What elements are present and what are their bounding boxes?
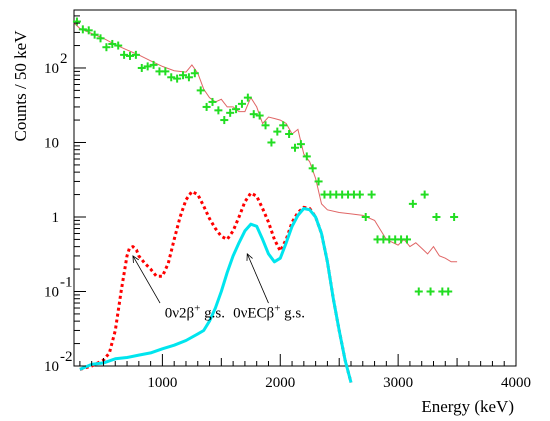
y-tick-label: 10: [44, 359, 59, 375]
y-axis-label: Counts / 50 keV: [11, 30, 30, 142]
data-point: [220, 116, 229, 125]
annotation-arrowhead: [132, 255, 139, 263]
data-point: [285, 129, 294, 138]
data-point: [190, 69, 199, 78]
data-point: [308, 164, 317, 173]
x-tick-label: 2000: [265, 375, 295, 391]
data-point: [355, 190, 364, 199]
x-tick-label: 4000: [501, 375, 531, 391]
data-point: [208, 97, 217, 106]
data-point: [291, 143, 299, 152]
data-point: [267, 138, 276, 147]
background-model-curve: [73, 22, 458, 263]
data-point: [279, 121, 288, 130]
data-point: [108, 39, 117, 48]
data-point: [426, 287, 435, 296]
data-point: [173, 74, 182, 83]
data-point: [214, 106, 223, 115]
data-point: [402, 235, 411, 244]
data-point: [296, 140, 305, 149]
data-point: [72, 17, 81, 26]
data-point: [131, 50, 140, 59]
annotation-arrow: [132, 255, 161, 304]
y-tick-exponent: -2: [60, 349, 73, 365]
data-point: [125, 51, 134, 60]
data-point: [237, 99, 246, 108]
series-0vecb-curve: [79, 207, 353, 383]
data-point: [137, 63, 146, 72]
data-point: [408, 199, 417, 208]
data-point: [196, 86, 205, 95]
data-point: [184, 73, 193, 82]
data-point: [167, 73, 176, 82]
data-point: [361, 212, 370, 221]
data-point: [179, 71, 188, 80]
annotation-arrow: [246, 253, 269, 304]
annotation-0vecb-label: 0νECβ+ g.s.: [233, 302, 305, 321]
plot-frame: [73, 9, 517, 367]
data-point: [367, 190, 376, 199]
x-axis-label: Energy (keV): [421, 397, 514, 416]
data-point: [444, 287, 453, 296]
y-tick-exponent: -1: [60, 274, 73, 290]
data-point: [96, 34, 105, 43]
data-point: [84, 26, 93, 35]
data-point: [432, 212, 441, 221]
y-tick-label: 1: [52, 210, 60, 226]
data-point: [414, 287, 423, 296]
data-point: [226, 108, 235, 117]
series-0v2b-curve: [79, 190, 353, 383]
data-point: [232, 105, 241, 114]
data-point: [314, 177, 323, 186]
data-point: [450, 212, 459, 221]
y-tick-label: 10: [44, 135, 59, 151]
data-point: [202, 102, 211, 111]
data-point: [273, 127, 282, 136]
data-point: [420, 190, 429, 199]
data-point: [161, 67, 170, 76]
data-point: [114, 41, 123, 50]
data-point: [143, 62, 152, 71]
data-point: [249, 110, 258, 119]
y-tick-exponent: 2: [60, 51, 68, 67]
data-point: [120, 50, 129, 59]
data-point: [255, 111, 264, 120]
x-tick-label: 1000: [147, 375, 177, 391]
y-tick-label: 10: [44, 284, 59, 300]
annotation-arrowhead: [246, 253, 253, 261]
data-point: [243, 93, 252, 102]
data-point: [90, 30, 99, 39]
data-point: [261, 121, 270, 130]
annotation-0v2b-label: 0ν2β+ g.s.: [165, 302, 225, 321]
y-tick-label: 10: [44, 61, 59, 77]
data-point: [302, 152, 311, 161]
x-tick-label: 3000: [383, 375, 413, 391]
data-point: [102, 43, 111, 52]
data-point: [149, 60, 158, 69]
